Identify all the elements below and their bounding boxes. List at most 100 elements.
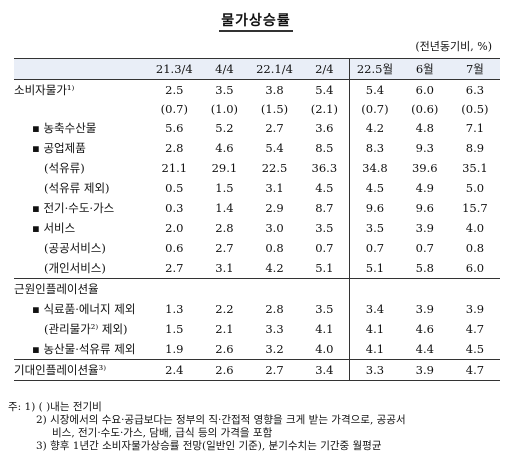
row-label: (석유류) (44, 161, 85, 175)
row-label: ▪ 서비스 (32, 221, 76, 235)
value-cell: 8.5 (315, 141, 334, 155)
table-row: 소비자물가¹⁾ 2.5 3.5 3.8 5.4 5.4 6.0 6.3 (14, 79, 500, 100)
value-cell: 0.3 (165, 201, 184, 215)
value-cell: 2.7 (165, 261, 184, 275)
row-label: ▪ 농축수산물 (32, 121, 97, 135)
value-cell: (0.5) (461, 102, 489, 116)
value-cell: (0.7) (349, 100, 400, 118)
row-label: (관리물가²⁾ 제외) (44, 322, 128, 336)
table-row: (관리물가²⁾ 제외) 1.5 2.1 3.3 4.1 4.1 4.6 4.7 (14, 319, 500, 339)
value-cell: (1.0) (210, 102, 239, 116)
value-cell: 5.4 (265, 141, 284, 155)
value-cell: 1.5 (215, 181, 234, 195)
row-label: (개인서비스) (44, 261, 106, 275)
value-cell: 3.1 (265, 181, 284, 195)
value-cell: (0.7) (160, 102, 188, 116)
row-label (14, 100, 149, 118)
header-cell: 4/4 (199, 58, 250, 80)
unit-label: (전년동기비, %) (415, 40, 492, 53)
value-cell: 1.4 (215, 201, 234, 215)
value-cell: 39.6 (411, 161, 438, 175)
value-cell: 4.0 (315, 342, 334, 356)
value-cell: 0.7 (415, 241, 434, 255)
value-cell: 22.5 (261, 161, 288, 175)
value-cell: 3.9 (465, 302, 485, 316)
table-row: ▪ 농축수산물 5.6 5.2 2.7 3.6 4.2 4.8 7.1 (14, 118, 500, 138)
value-cell: 4.5 (465, 342, 485, 356)
value-cell: 2.7 (265, 121, 284, 135)
value-cell: 4.7 (465, 322, 485, 336)
table-row: ▪ 서비스 2.0 2.8 3.0 3.5 3.5 3.9 4.0 (14, 218, 500, 238)
value-cell: 3.9 (415, 221, 434, 235)
value-cell: 2.8 (165, 141, 184, 155)
value-cell: 3.9 (415, 302, 434, 316)
value-cell: 3.9 (399, 359, 450, 381)
table-row: (개인서비스) 2.7 3.1 4.2 5.1 5.1 5.8 6.0 (14, 258, 500, 279)
row-label: (석유류 제외) (44, 181, 110, 195)
footnote: 2) 시장에서의 수요·공급보다는 정부의 직·간접적 영향을 크게 받는 가격… (36, 414, 406, 426)
section-title: 근원인플레이션율 (14, 278, 150, 299)
header-row: 21.3/4 4/4 22.1/4 2/4 22.5월 6월 7월 (14, 58, 500, 80)
header-cell: 2/4 (299, 58, 350, 80)
row-label: ▪ 식료품·에너지 제외 (32, 302, 136, 316)
empty-cell (449, 278, 500, 299)
value-cell: 0.7 (349, 238, 400, 258)
value-cell: 2.6 (215, 342, 234, 356)
empty-cell (149, 278, 200, 299)
value-cell: 4.5 (349, 178, 400, 198)
value-cell: 8.9 (465, 141, 485, 155)
value-cell: 2.9 (265, 201, 284, 215)
value-cell: 0.8 (465, 241, 485, 255)
value-cell: 3.4 (349, 299, 400, 319)
header-cell (14, 58, 150, 80)
value-cell: 4.6 (415, 322, 434, 336)
value-cell: 15.7 (462, 201, 488, 215)
value-cell: 0.8 (265, 241, 284, 255)
value-cell: 4.4 (415, 342, 434, 356)
value-cell: 4.1 (349, 319, 400, 339)
table-row: (석유류 제외) 0.5 1.5 3.1 4.5 4.5 4.9 5.0 (14, 178, 500, 198)
row-label: ▪ 공업제품 (32, 141, 86, 155)
value-cell: 3.5 (215, 83, 234, 97)
value-cell: 4.8 (415, 121, 434, 135)
value-cell: 5.8 (415, 261, 434, 275)
footnote: 비스, 전기·수도·가스, 담배, 급식 등의 가격을 포함 (52, 427, 273, 439)
empty-cell (199, 278, 250, 299)
table-row: ▪ 농산물·석유류 제외 1.9 2.6 3.2 4.0 4.1 4.4 4.5 (14, 339, 500, 360)
value-cell: 5.1 (349, 258, 400, 279)
value-cell: (2.1) (310, 102, 338, 116)
row-label: (공공서비스) (44, 241, 106, 255)
value-cell: 5.4 (315, 83, 334, 97)
footnote: 주: 1) ( )내는 전기비 (8, 401, 102, 413)
value-cell: 3.0 (265, 221, 284, 235)
value-cell: 34.8 (349, 158, 400, 178)
value-cell: 3.5 (315, 302, 334, 316)
value-cell: 4.7 (449, 359, 500, 381)
value-cell: 2.4 (149, 359, 200, 381)
value-cell: 3.5 (349, 218, 400, 238)
value-cell: 2.8 (215, 221, 234, 235)
value-cell: 4.2 (265, 261, 284, 275)
value-cell: 2.5 (165, 83, 184, 97)
value-cell: 0.7 (315, 241, 334, 255)
value-cell: 9.6 (415, 201, 434, 215)
value-cell: 3.8 (265, 83, 284, 97)
value-cell: 6.0 (415, 83, 434, 97)
value-cell: 8.7 (315, 201, 334, 215)
value-cell: 5.1 (315, 261, 334, 275)
empty-cell (299, 278, 350, 299)
value-cell: 1.9 (165, 342, 184, 356)
value-cell: 7.1 (465, 121, 485, 135)
table-row: 기대인플레이션율³⁾ 2.4 2.6 2.7 3.4 3.3 3.9 4.7 (14, 359, 500, 381)
footnote: 3) 향후 1년간 소비자물가상승률 전망(일반인 기준), 분기수치는 기간중… (36, 440, 382, 452)
value-cell: (0.6) (411, 102, 439, 116)
value-cell: 3.4 (299, 359, 350, 381)
value-cell: 4.1 (349, 339, 400, 360)
value-cell: 3.6 (315, 121, 334, 135)
header-cell: 22.1/4 (249, 58, 300, 80)
value-cell: 21.1 (161, 161, 188, 175)
table-row: ▪ 공업제품 2.8 4.6 5.4 8.5 8.3 9.3 8.9 (14, 138, 500, 158)
value-cell: 4.2 (349, 118, 400, 138)
header-cell: 6월 (399, 58, 450, 80)
value-cell: 3.1 (215, 261, 234, 275)
